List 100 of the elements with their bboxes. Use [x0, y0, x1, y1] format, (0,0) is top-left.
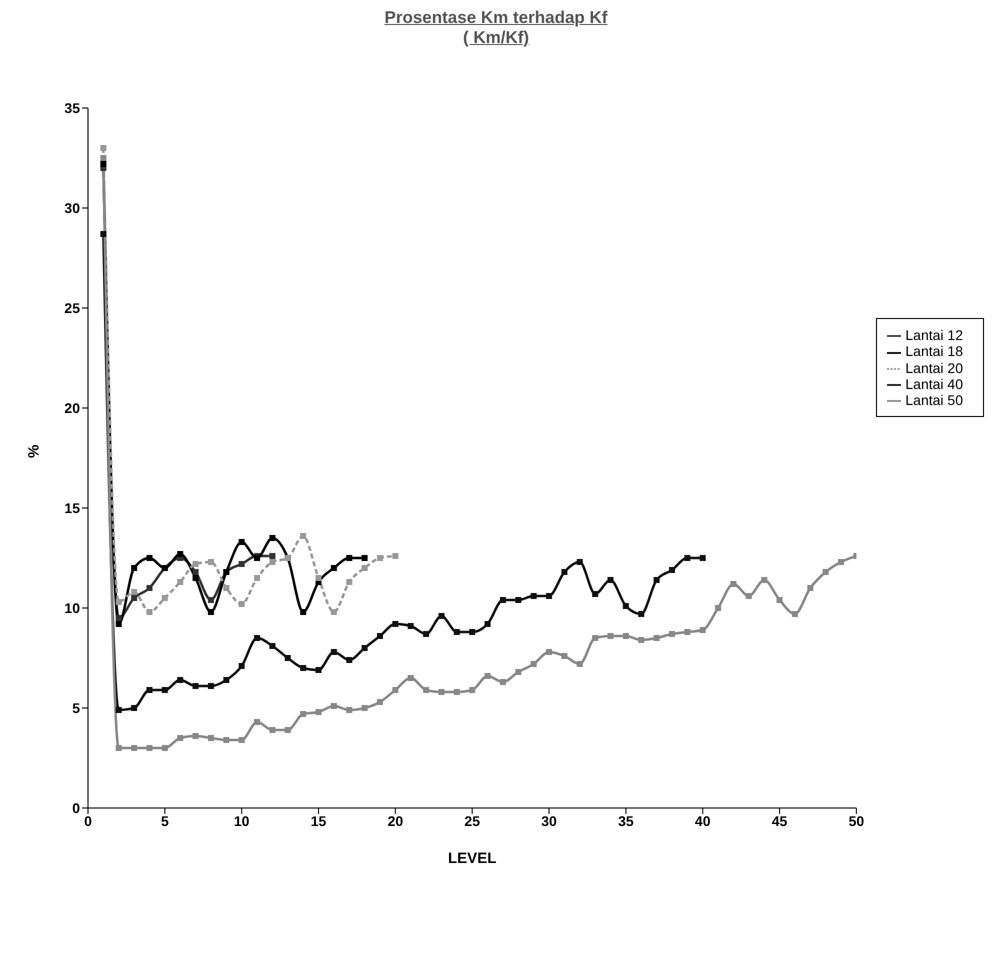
x-tick-label: 10: [234, 812, 250, 829]
point: [392, 553, 398, 559]
point: [238, 663, 245, 669]
point: [622, 603, 629, 609]
x-tick-label: 40: [694, 812, 711, 829]
point: [116, 615, 122, 621]
point: [223, 677, 230, 683]
point: [238, 601, 245, 607]
point: [592, 635, 598, 641]
point: [284, 655, 291, 661]
point: [162, 745, 168, 751]
point: [438, 613, 444, 619]
x-tick-label: 45: [772, 812, 788, 829]
point: [131, 589, 138, 595]
point: [515, 597, 522, 603]
point: [454, 689, 460, 695]
point: [561, 569, 568, 575]
point: [238, 539, 245, 545]
point: [423, 687, 430, 693]
point: [761, 577, 768, 583]
point: [192, 683, 199, 689]
point: [116, 621, 122, 627]
point: [700, 627, 706, 633]
legend-label: Lantai 50: [905, 392, 963, 408]
point: [177, 677, 184, 683]
point: [316, 667, 322, 673]
point: [208, 559, 214, 565]
point: [269, 727, 276, 733]
point: [376, 633, 383, 639]
point: [438, 689, 444, 695]
point: [284, 727, 291, 733]
point: [346, 707, 352, 713]
point: [316, 709, 322, 715]
point: [715, 605, 722, 611]
point: [362, 705, 368, 711]
point: [654, 577, 660, 583]
point: [146, 687, 152, 693]
legend-label: Lantai 18: [905, 343, 963, 360]
point: [300, 711, 306, 717]
point: [116, 707, 122, 713]
point: [530, 661, 537, 667]
point: [208, 609, 214, 615]
point: [208, 735, 214, 741]
point: [116, 599, 122, 605]
y-tick-label: 30: [64, 200, 80, 216]
point: [746, 593, 752, 599]
point: [300, 533, 306, 539]
point: [668, 631, 675, 637]
point: [807, 585, 814, 591]
point: [376, 555, 383, 561]
point: [654, 635, 660, 641]
legend-label: Lantai 12: [905, 327, 963, 343]
point: [269, 553, 276, 559]
point: [454, 629, 460, 635]
point: [330, 565, 337, 571]
point: [223, 737, 230, 743]
point: [362, 565, 368, 571]
point: [223, 585, 230, 591]
point: [792, 611, 798, 617]
point: [730, 581, 736, 587]
point: [408, 623, 414, 629]
x-tick-label: 25: [464, 812, 480, 829]
point: [100, 161, 106, 167]
point: [254, 719, 260, 725]
y-tick-label: 10: [64, 600, 80, 616]
point: [100, 155, 106, 161]
y-tick-label: 5: [72, 700, 80, 716]
point: [346, 579, 352, 585]
point: [668, 567, 675, 573]
point: [131, 595, 138, 601]
point: [177, 551, 184, 557]
point: [376, 699, 383, 705]
point: [515, 669, 522, 675]
point: [330, 703, 337, 709]
point: [546, 593, 552, 599]
point: [269, 559, 276, 565]
point: [484, 673, 491, 679]
x-tick-label: 35: [618, 812, 634, 829]
point: [146, 745, 152, 751]
x-tick-label: 0: [84, 812, 92, 829]
point: [208, 683, 214, 689]
point: [638, 611, 644, 617]
point: [330, 609, 337, 615]
point: [162, 687, 168, 693]
point: [822, 569, 829, 575]
point: [362, 555, 368, 561]
point: [100, 231, 106, 237]
point: [192, 561, 199, 567]
point: [192, 575, 199, 581]
point: [684, 629, 690, 635]
point: [608, 633, 614, 639]
x-tick-label: 20: [388, 812, 404, 829]
x-tick-label: 30: [541, 812, 558, 829]
x-tick-label: 50: [848, 812, 864, 829]
point: [484, 621, 491, 627]
y-tick-label: 35: [64, 100, 80, 116]
y-tick-label: 20: [64, 400, 80, 416]
point: [576, 559, 583, 565]
y-tick-label: 0: [72, 800, 80, 816]
point: [608, 577, 614, 583]
